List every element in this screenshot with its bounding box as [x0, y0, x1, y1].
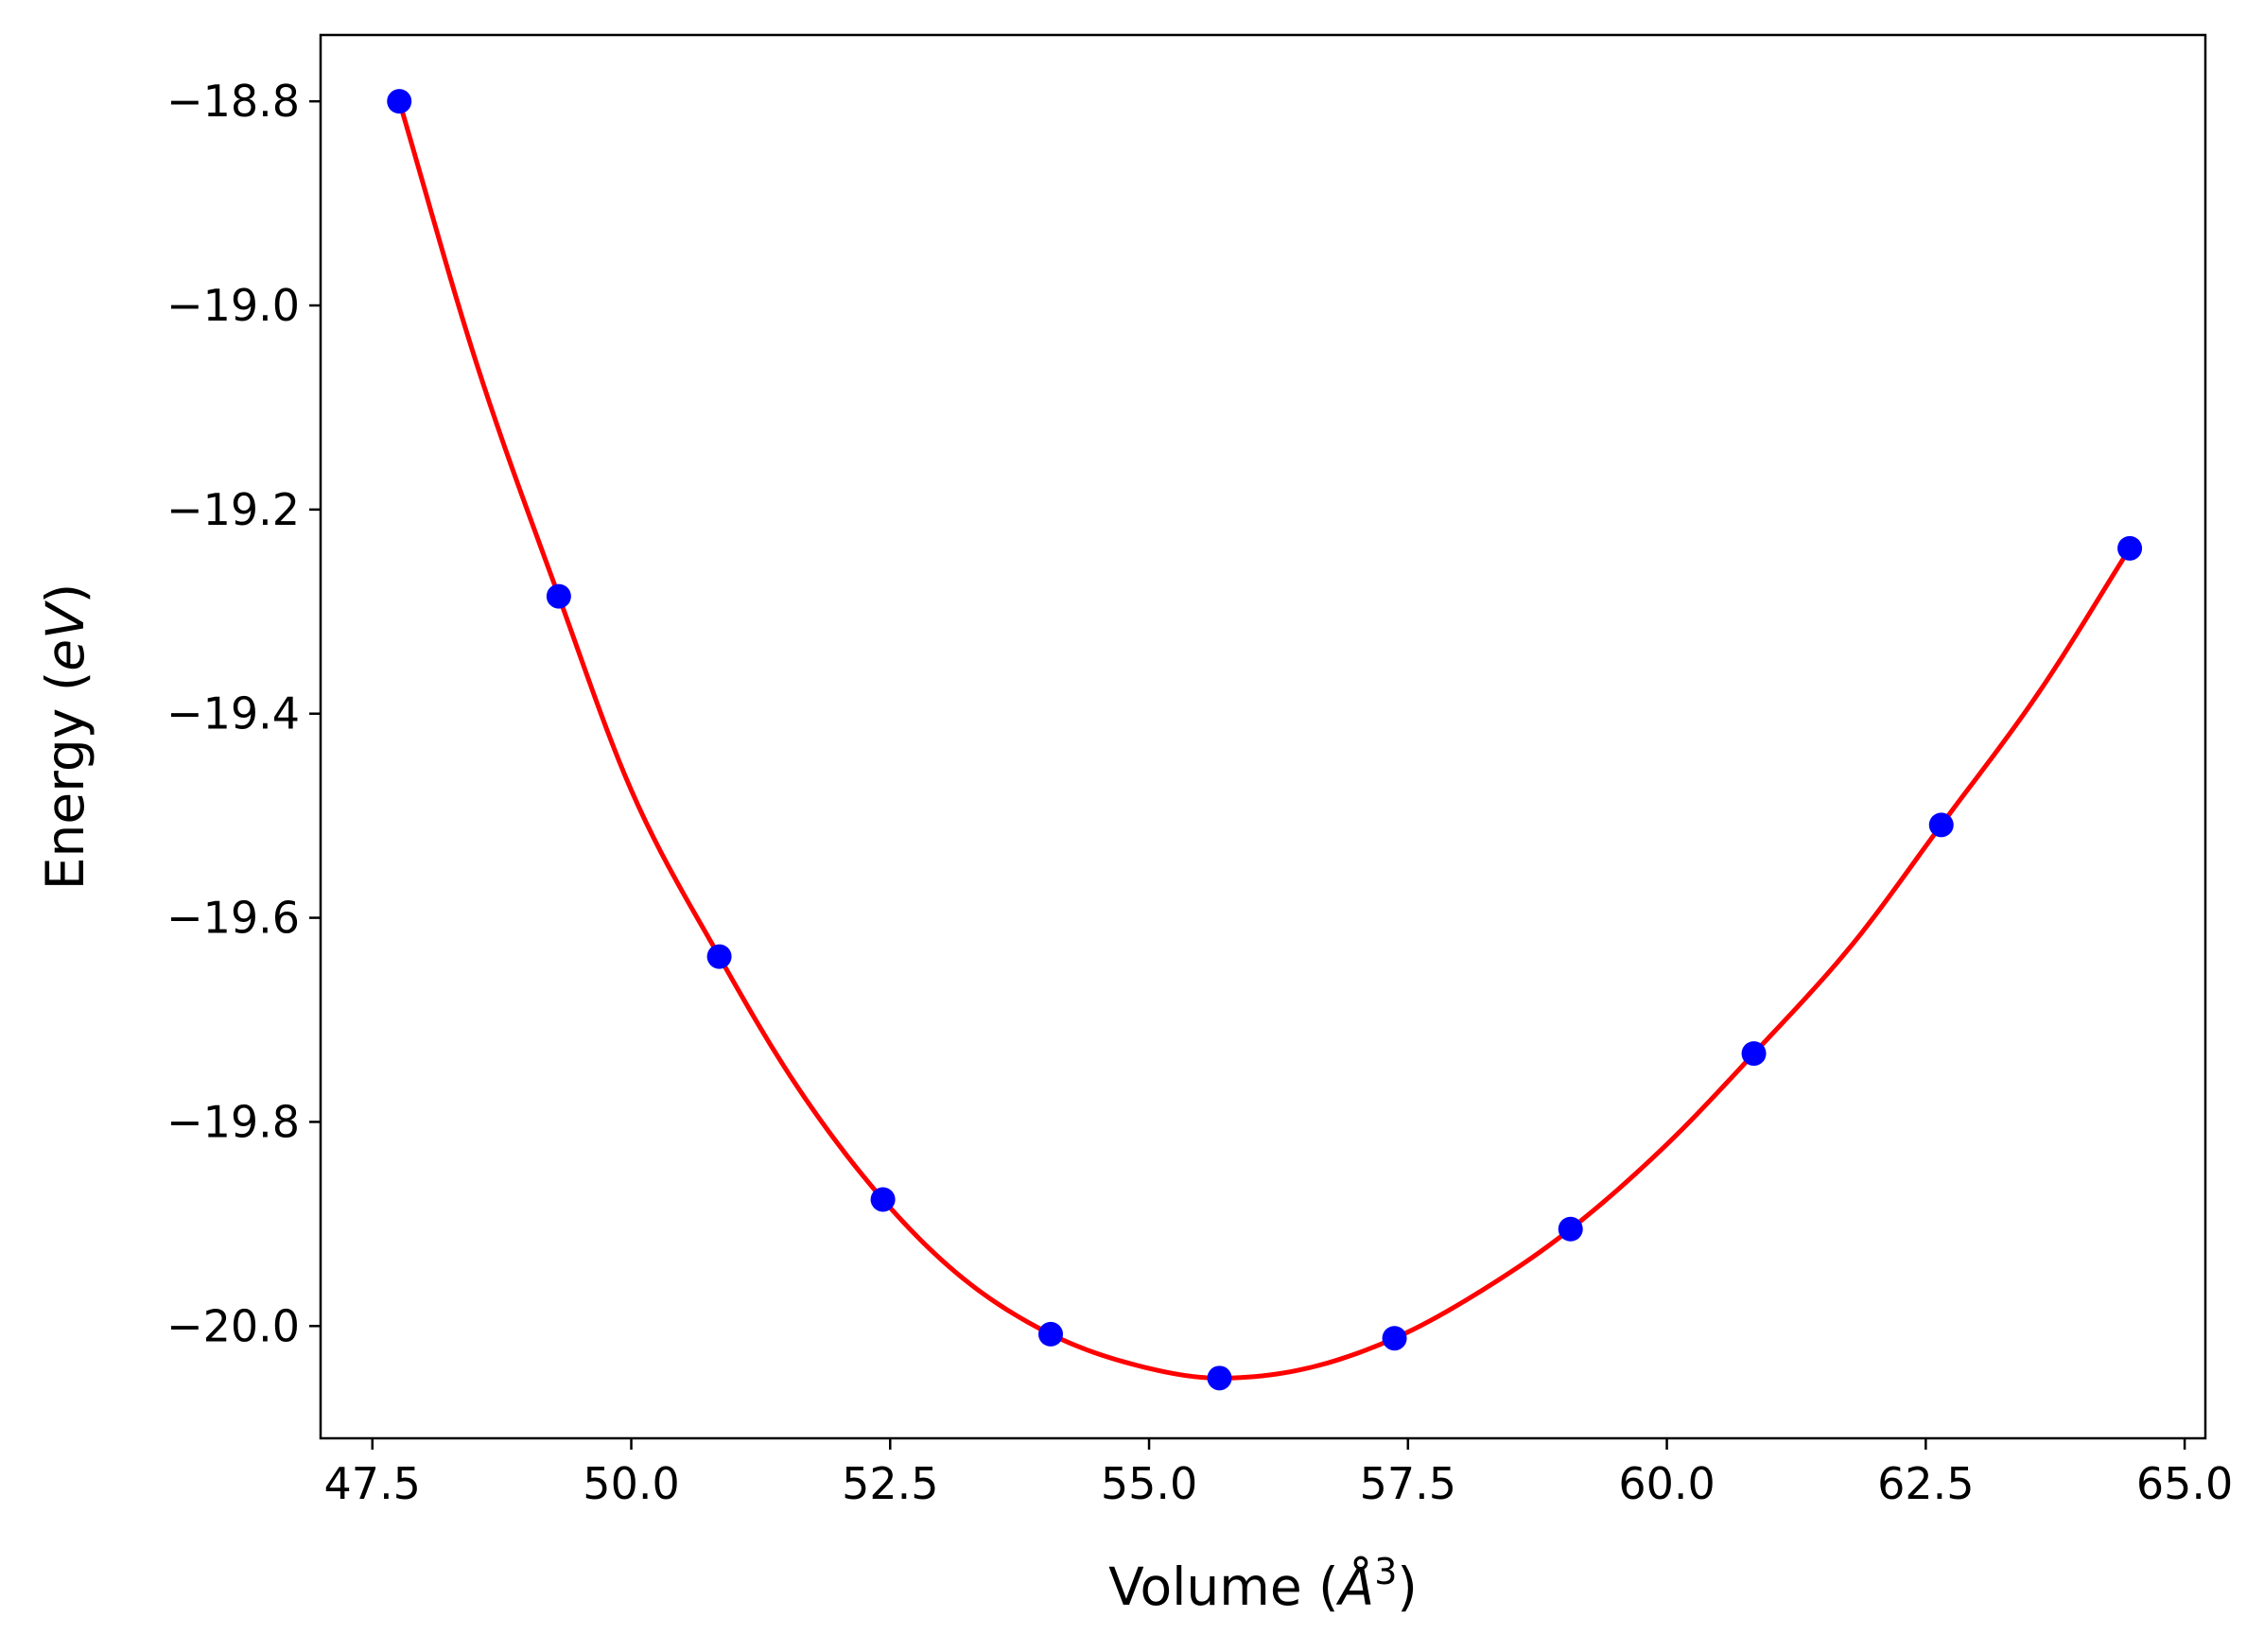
- data-point: [1928, 812, 1954, 838]
- y-tick-label: −19.2: [166, 484, 300, 535]
- x-tick-label: 57.5: [1360, 1458, 1456, 1509]
- y-tick-label: −19.4: [166, 688, 300, 739]
- plot-area: [387, 89, 2143, 1391]
- data-point: [706, 944, 732, 969]
- axes-frame: [319, 33, 2207, 1440]
- x-axis-label: Volume (Å3): [1108, 1551, 1418, 1617]
- data-point: [870, 1187, 896, 1212]
- y-tick-label: −20.0: [166, 1300, 300, 1351]
- y-axis-label-prefix: Energy (: [35, 671, 96, 891]
- x-tick-label: 52.5: [842, 1458, 938, 1509]
- x-axis-label-symbol: Å: [1336, 1556, 1375, 1617]
- x-tick-label: 60.0: [1618, 1458, 1715, 1509]
- y-tick-label: −19.6: [166, 893, 300, 944]
- data-point: [387, 89, 412, 114]
- y-tick-label: −19.0: [166, 280, 300, 331]
- data-point: [546, 583, 571, 609]
- x-tick-label: 62.5: [1877, 1458, 1974, 1509]
- data-point: [2117, 535, 2143, 561]
- x-axis-label-suffix: ): [1397, 1556, 1417, 1617]
- data-point: [1382, 1326, 1407, 1351]
- x-tick-label: 50.0: [583, 1458, 679, 1509]
- x-axis-ticks: 47.5 50.0 52.5 55.0 57.5 60.0 62.5 65.0: [324, 1438, 2233, 1509]
- x-axis-label-prefix: Volume (: [1108, 1556, 1339, 1617]
- data-point: [1207, 1365, 1232, 1391]
- y-axis-label: Energy (eV): [35, 583, 96, 890]
- x-tick-label: 65.0: [2136, 1458, 2233, 1509]
- x-tick-label: 47.5: [324, 1458, 421, 1509]
- x-tick-label: 55.0: [1101, 1458, 1197, 1509]
- y-axis-label-suffix: ): [35, 583, 96, 603]
- y-tick-label: −18.8: [166, 76, 300, 127]
- y-axis-ticks: −18.8 −19.0 −19.2 −19.4 −19.6 −19.8 −20.0: [166, 76, 321, 1351]
- data-point: [1558, 1216, 1583, 1242]
- data-point: [1741, 1041, 1767, 1067]
- y-axis-label-unit: eV: [35, 600, 96, 671]
- y-tick-label: −19.8: [166, 1096, 300, 1147]
- data-point: [1038, 1321, 1064, 1347]
- x-axis-label-superscript: 3: [1374, 1551, 1397, 1592]
